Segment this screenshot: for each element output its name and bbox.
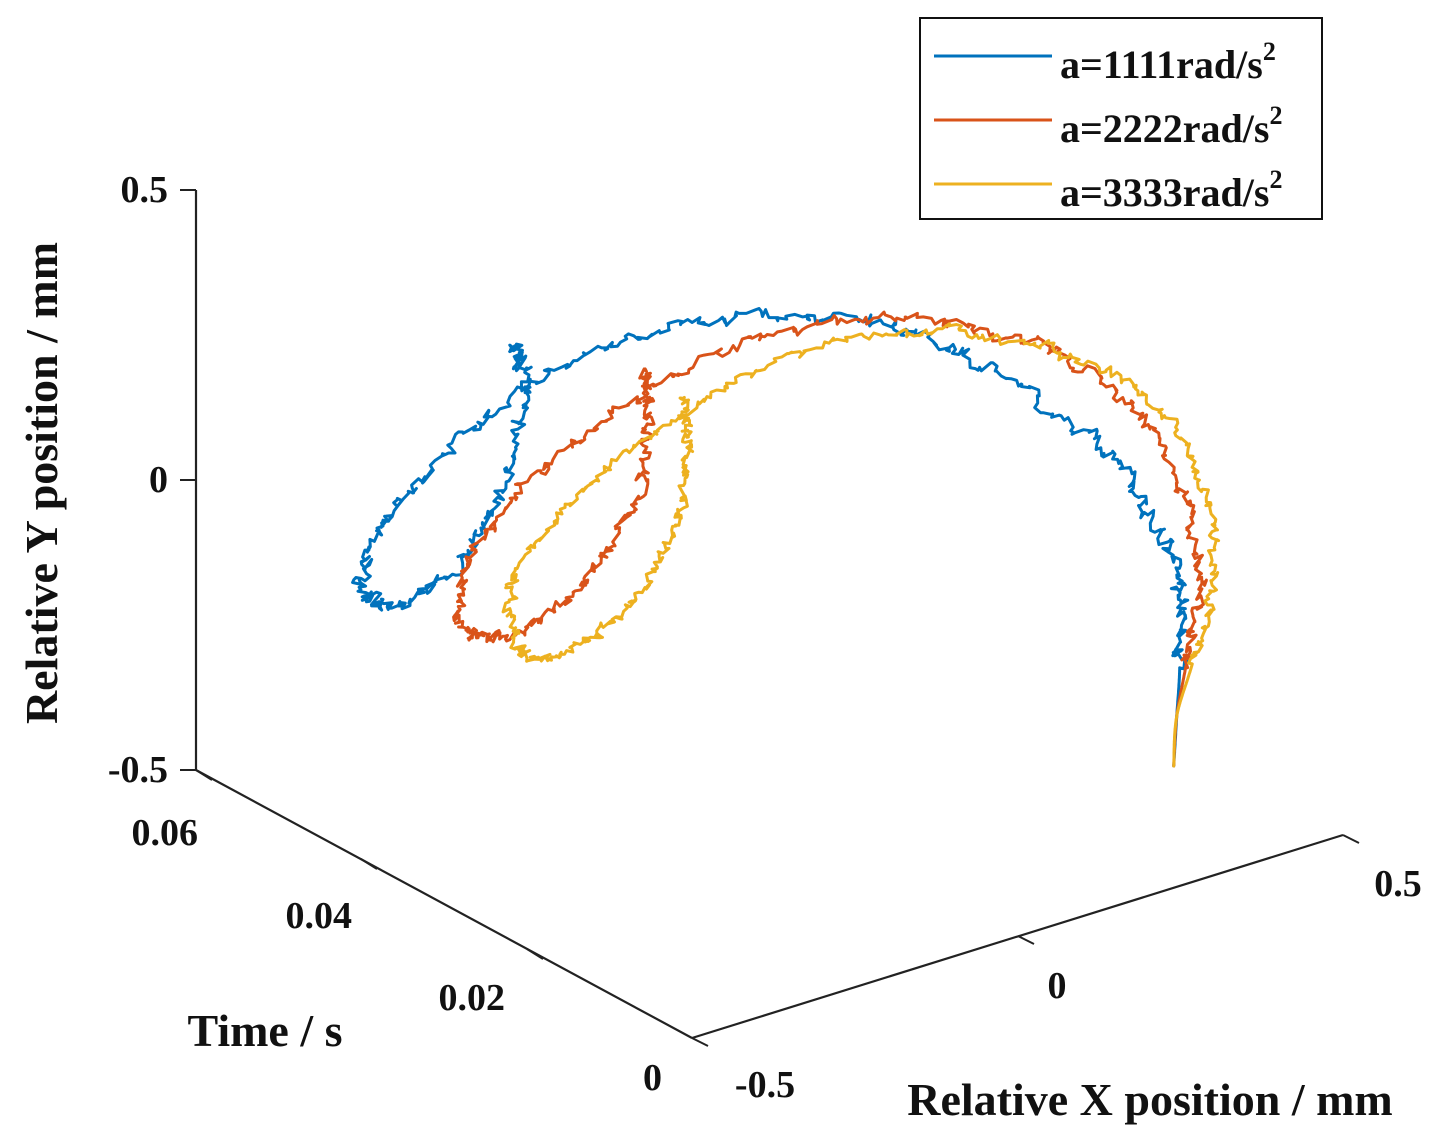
x-tick-mark <box>1342 834 1360 844</box>
legend-label-a1111: a=1111rad/s2 <box>1060 37 1276 87</box>
z-axis-label: Time / s <box>187 1005 342 1056</box>
series-line-a3333 <box>501 322 1221 768</box>
y-tick-label: 0 <box>149 459 168 501</box>
x-tick-mark <box>691 1037 709 1047</box>
series-line-a1111 <box>351 307 1191 768</box>
series-group <box>351 307 1221 768</box>
y-tick-label: -0.5 <box>108 749 168 791</box>
legend-label-main: a=2222rad/s <box>1060 106 1269 151</box>
x-tick-mark <box>1017 935 1035 945</box>
x-tick-label: 0.5 <box>1374 863 1422 905</box>
z-tick-mark <box>526 948 544 960</box>
legend-label-a2222: a=2222rad/s2 <box>1060 101 1282 151</box>
legend-label-superscript: 2 <box>1269 101 1282 130</box>
x-tick-label: -0.5 <box>735 1064 795 1106</box>
z-tick-mark <box>360 858 378 870</box>
x-axis-line <box>691 833 1344 1040</box>
legend-label-superscript: 2 <box>1269 165 1282 194</box>
y-axis-label: Relative Y position / mm <box>16 242 67 724</box>
z-axis-line <box>195 769 693 1039</box>
y-tick-label: 0.5 <box>121 169 169 211</box>
legend-label-main: a=3333rad/s <box>1060 170 1269 215</box>
legend-label-superscript: 2 <box>1263 37 1276 66</box>
series-line-a2222 <box>452 310 1208 768</box>
legend-label-a3333: a=3333rad/s2 <box>1060 165 1282 215</box>
z-tick-label: 0 <box>643 1057 662 1099</box>
z-tick-label: 0.02 <box>439 977 506 1019</box>
z-tick-label: 0.04 <box>286 895 353 937</box>
x-axis-label: Relative X position / mm <box>907 1074 1393 1125</box>
x-tick-label: 0 <box>1048 965 1067 1007</box>
legend: a=1111rad/s2 a=2222rad/s2 a=3333rad/s2 <box>919 17 1323 220</box>
legend-label-main: a=1111rad/s <box>1060 42 1263 87</box>
z-tick-mark <box>195 769 213 781</box>
z-tick-label: 0.06 <box>132 812 199 854</box>
